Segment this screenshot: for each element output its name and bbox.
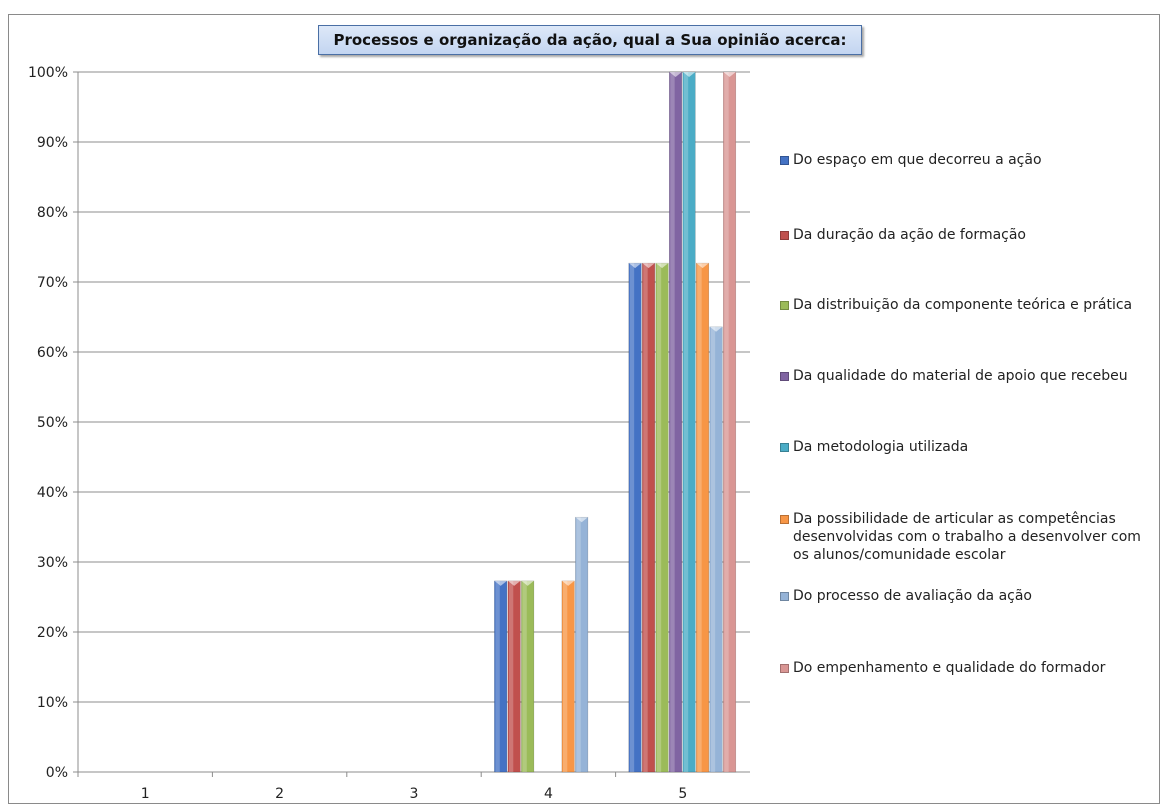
legend-item: Da possibilidade de articular as competê…: [780, 510, 1161, 564]
y-tick-label: 20%: [37, 625, 68, 641]
legend-swatch: [780, 372, 789, 381]
y-tick-label: 90%: [37, 135, 68, 151]
y-tick-label: 70%: [37, 275, 68, 291]
bar-cap: [696, 263, 709, 269]
y-tick-label: 50%: [37, 415, 68, 431]
bar-highlight: [629, 263, 635, 772]
bar-highlight: [522, 580, 527, 772]
legend-swatch: [780, 664, 789, 673]
bar-cap: [507, 580, 521, 586]
x-tick-label: 2: [275, 786, 284, 802]
legend-item: Da qualidade do material de apoio que re…: [780, 367, 1161, 385]
y-tick-label: 40%: [37, 485, 68, 501]
bar-cap: [561, 580, 575, 586]
legend-item: Do processo de avaliação da ação: [780, 587, 1161, 605]
legend-item: Da distribuição da componente teórica e …: [780, 296, 1161, 314]
bar-cap: [521, 580, 534, 586]
x-tick-label: 4: [544, 786, 553, 802]
legend-label: Do espaço em que decorreu a ação: [793, 152, 1042, 168]
legend-item: Da metodologia utilizada: [780, 438, 1161, 456]
y-tick-label: 60%: [37, 345, 68, 361]
legend-swatch: [780, 443, 789, 452]
y-tick-label: 80%: [37, 205, 68, 221]
legend-label: Da metodologia utilizada: [793, 439, 969, 455]
bar-cap: [709, 326, 723, 332]
bar-cap: [655, 263, 669, 269]
bar-cap: [723, 72, 736, 77]
bar-highlight: [724, 72, 729, 772]
legend-item: Do espaço em que decorreu a ação: [780, 151, 1161, 169]
legend-label: Do empenhamento e qualidade do formador: [793, 660, 1106, 676]
bar-highlight: [508, 580, 514, 772]
bar-highlight: [576, 517, 581, 772]
legend-label: Do processo de avaliação da ação: [793, 588, 1032, 604]
legend-label: Da possibilidade de articular as competê…: [793, 511, 1141, 563]
legend-label: Da duração da ação de formação: [793, 227, 1026, 243]
bar-highlight: [683, 72, 689, 772]
chart-title: Processos e organização da ação, qual a …: [318, 25, 862, 55]
legend-item: Da duração da ação de formação: [780, 226, 1161, 244]
legend-swatch: [780, 231, 789, 240]
bar-highlight: [710, 326, 716, 772]
bar-cap: [642, 263, 655, 269]
bar-cap: [494, 580, 507, 586]
bar-highlight: [643, 263, 648, 772]
y-tick-label: 0%: [46, 765, 68, 781]
x-tick-label: 3: [410, 786, 419, 802]
bar-highlight: [656, 263, 662, 772]
legend-swatch: [780, 301, 789, 310]
legend-label: Da qualidade do material de apoio que re…: [793, 368, 1128, 384]
bar-highlight: [670, 72, 675, 772]
legend-item: Do empenhamento e qualidade do formador: [780, 659, 1161, 677]
bar-highlight: [495, 580, 500, 772]
bar-cap: [669, 72, 682, 77]
x-tick-label: 1: [141, 786, 150, 802]
legend-swatch: [780, 515, 789, 524]
legend-swatch: [780, 156, 789, 165]
bar-cap: [628, 263, 642, 269]
bar-cap: [575, 517, 588, 523]
y-tick-label: 100%: [28, 65, 68, 81]
y-tick-label: 30%: [37, 555, 68, 571]
bar-highlight: [562, 580, 568, 772]
bar-cap: [682, 72, 696, 77]
bar-highlight: [697, 263, 702, 772]
y-tick-label: 10%: [37, 695, 68, 711]
x-tick-label: 5: [678, 786, 687, 802]
legend-swatch: [780, 592, 789, 601]
legend-label: Da distribuição da componente teórica e …: [793, 297, 1133, 313]
